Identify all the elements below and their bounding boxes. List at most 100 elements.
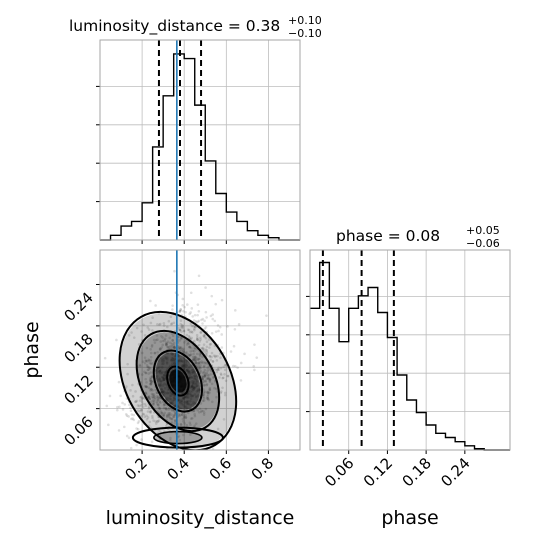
scatter-point bbox=[149, 377, 153, 381]
scatter-point bbox=[117, 380, 121, 384]
scatter-point bbox=[170, 421, 174, 424]
scatter-points bbox=[100, 269, 268, 450]
scatter-point bbox=[159, 384, 162, 388]
scatter-point bbox=[170, 392, 173, 395]
scatter-point bbox=[179, 413, 182, 417]
scatter-point bbox=[166, 356, 169, 359]
scatter-point bbox=[208, 368, 212, 371]
scatter-point bbox=[116, 405, 119, 409]
scatter-point bbox=[184, 415, 188, 419]
scatter-point bbox=[198, 354, 202, 358]
scatter-point bbox=[145, 360, 149, 363]
scatter-point bbox=[191, 387, 194, 391]
scatter-point bbox=[163, 355, 167, 359]
scatter-point bbox=[157, 383, 160, 387]
scatter-point bbox=[190, 346, 193, 350]
scatter-point bbox=[201, 317, 205, 321]
scatter-point bbox=[172, 396, 176, 399]
scatter-point bbox=[140, 404, 143, 407]
scatter-point bbox=[172, 413, 176, 417]
scatter-point bbox=[158, 383, 162, 386]
scatter-point bbox=[200, 360, 203, 363]
joint-scatter-contour-panel: 0.2 0.4 0.6 0.8 0.06 0.12 0.18 0.24 bbox=[60, 249, 301, 484]
scatter-point bbox=[203, 383, 206, 387]
scatter-point bbox=[141, 396, 144, 400]
scatter-point bbox=[187, 354, 191, 357]
scatter-point bbox=[171, 399, 175, 403]
scatter-point bbox=[220, 346, 224, 349]
scatter-point bbox=[195, 390, 199, 393]
scatter-point bbox=[163, 378, 166, 382]
scatter-point bbox=[181, 413, 184, 416]
scatter-point bbox=[159, 340, 163, 343]
scatter-point bbox=[162, 357, 166, 361]
scatter-point bbox=[161, 336, 164, 339]
scatter-point bbox=[138, 409, 142, 413]
scatter-point bbox=[190, 330, 193, 333]
scatter-point bbox=[158, 322, 162, 326]
scatter-point bbox=[143, 415, 147, 419]
scatter-point bbox=[149, 383, 153, 386]
scatter-point bbox=[155, 400, 158, 404]
scatter-point bbox=[171, 346, 174, 350]
scatter-point bbox=[160, 358, 164, 362]
scatter-point bbox=[165, 343, 168, 346]
scatter-point bbox=[179, 322, 183, 326]
scatter-point bbox=[197, 361, 201, 364]
scatter-point bbox=[124, 413, 128, 416]
scatter-point bbox=[202, 391, 206, 395]
scatter-point bbox=[162, 376, 165, 380]
scatter-point bbox=[170, 409, 174, 412]
scatter-point bbox=[151, 414, 154, 418]
scatter-point bbox=[179, 346, 182, 350]
scatter-point bbox=[208, 378, 211, 381]
scatter-point bbox=[211, 313, 215, 316]
scatter-point bbox=[194, 377, 198, 381]
scatter-point bbox=[178, 328, 182, 332]
scatter-point bbox=[169, 398, 173, 401]
scatter-point bbox=[163, 390, 166, 394]
scatter-point bbox=[193, 393, 197, 396]
scatter-point bbox=[191, 370, 195, 374]
scatter-point bbox=[156, 398, 160, 401]
scatter-point bbox=[148, 379, 152, 383]
scatter-point bbox=[169, 341, 172, 345]
scatter-point bbox=[199, 331, 203, 334]
scatter-point bbox=[141, 360, 145, 364]
scatter-point bbox=[172, 359, 175, 363]
scatter-point bbox=[199, 410, 203, 414]
scatter-point bbox=[189, 385, 192, 389]
scatter-point bbox=[144, 359, 148, 362]
scatter-point bbox=[180, 360, 184, 363]
scatter-point bbox=[191, 394, 195, 398]
scatter-point bbox=[158, 369, 162, 373]
scatter-point bbox=[206, 393, 210, 396]
scatter-point bbox=[165, 383, 168, 386]
scatter-point bbox=[185, 401, 189, 404]
scatter-point bbox=[205, 345, 209, 349]
scatter-point bbox=[173, 269, 176, 273]
scatter-point bbox=[222, 417, 226, 421]
scatter-point bbox=[161, 384, 165, 387]
x-tick-label: 0.6 bbox=[206, 454, 236, 484]
scatter-point bbox=[167, 413, 170, 417]
scatter-point bbox=[185, 333, 189, 337]
x-tick-label: 0.8 bbox=[248, 454, 278, 484]
scatter-point bbox=[149, 362, 153, 366]
scatter-point bbox=[204, 336, 208, 340]
scatter-point bbox=[193, 412, 196, 416]
scatter-point bbox=[155, 395, 159, 398]
scatter-point bbox=[158, 323, 161, 327]
scatter-point bbox=[171, 339, 175, 342]
scatter-point bbox=[142, 413, 146, 416]
scatter-point bbox=[135, 443, 138, 447]
scatter-point bbox=[105, 404, 109, 408]
scatter-point bbox=[138, 363, 142, 367]
scatter-point bbox=[172, 362, 176, 366]
scatter-point bbox=[193, 402, 197, 405]
scatter-point bbox=[166, 391, 169, 394]
scatter-point bbox=[223, 363, 227, 367]
scatter-point bbox=[135, 326, 139, 330]
scatter-point bbox=[226, 325, 229, 328]
scatter-point bbox=[201, 347, 204, 351]
